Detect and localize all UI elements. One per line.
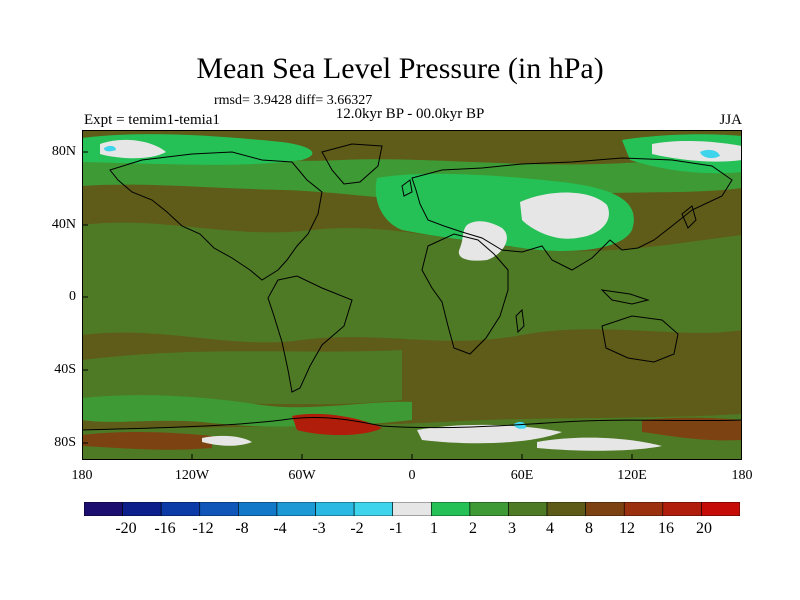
- colorbar-box: [122, 502, 162, 516]
- colorbar-box: [276, 502, 316, 516]
- field-patch-negative-1: [700, 149, 720, 159]
- y-tick-label: 80S: [54, 435, 76, 450]
- field-patch-antarctic-light-3: [202, 435, 252, 446]
- coast-south-america: [267, 275, 353, 393]
- coast-britain: [401, 179, 413, 197]
- colorbar-box: [546, 502, 586, 516]
- coast-europe-asia: [411, 157, 733, 271]
- colorbar-box: [508, 502, 548, 516]
- map-title: Mean Sea Level Pressure (in hPa): [196, 52, 604, 85]
- pressure-map: [82, 130, 742, 460]
- colorbar-box: [315, 502, 355, 516]
- x-tick-label: 120W: [174, 468, 210, 483]
- colorbar-box: [469, 502, 509, 516]
- coast-madagascar: [515, 308, 525, 334]
- colorbar-box: [701, 502, 740, 516]
- axis-ticks: [82, 151, 633, 460]
- coast-north-america: [109, 151, 323, 281]
- field-patch-antarctic-light-2: [537, 437, 662, 451]
- colorbar-box: [199, 502, 239, 516]
- colorbar-box: [430, 502, 471, 516]
- coast-australia: [601, 315, 679, 363]
- colorbar-label: -16: [154, 520, 176, 537]
- field-patch-middle-east: [458, 221, 507, 261]
- field-patch-greenland: [100, 139, 166, 159]
- colorbar-label: 4: [546, 520, 554, 537]
- colorbar-box: [84, 502, 123, 516]
- coastlines: [82, 143, 742, 431]
- field-patch-central-asia: [520, 192, 609, 239]
- colorbar-box: [623, 502, 664, 516]
- field-patch-negative-2: [514, 421, 526, 429]
- colorbar-label: 16: [658, 520, 674, 537]
- x-tick-label: 180: [731, 468, 753, 483]
- x-tick-label: 180: [71, 468, 93, 483]
- colorbar-box: [392, 502, 432, 516]
- y-tick-label: 40N: [51, 217, 76, 232]
- colorbar-label: -12: [192, 520, 214, 537]
- colorbar-label: -8: [235, 520, 249, 537]
- colorbar: [84, 502, 740, 516]
- colorbar-label: 12: [619, 520, 635, 537]
- field-patch-negative-3: [104, 145, 116, 152]
- colorbar-label: 2: [469, 520, 477, 537]
- colorbar-label: 1: [430, 520, 438, 537]
- y-tick-label: 80N: [51, 144, 76, 159]
- colorbar-label: 20: [696, 520, 712, 537]
- x-tick-label: 60W: [288, 468, 316, 483]
- x-tick-label: 60E: [510, 468, 534, 483]
- coast-africa: [421, 233, 509, 355]
- field-patch-tropics: [82, 222, 742, 343]
- colorbar-box: [353, 502, 394, 516]
- colorbar-label: -3: [312, 520, 326, 537]
- colorbar-label: -1: [389, 520, 403, 537]
- colorbar-box: [662, 502, 702, 516]
- y-tick-label: 40S: [54, 362, 76, 377]
- coast-greenland: [321, 143, 383, 185]
- colorbar-box: [160, 502, 201, 516]
- season-label: JJA: [719, 112, 742, 128]
- period-label: 12.0kyr BP - 00.0kyr BP: [335, 106, 485, 122]
- coast-antarctica: [82, 417, 742, 431]
- colorbar-label: 3: [508, 520, 516, 537]
- field-patch-siberia: [652, 140, 742, 162]
- field-patch-antarctic-light: [417, 424, 562, 444]
- experiment-label: Expt = temim1-temia1: [84, 112, 220, 128]
- colorbar-label: -20: [115, 520, 137, 537]
- coast-indonesia: [600, 289, 650, 305]
- field-patch-south-pacific: [82, 350, 402, 405]
- coast-japan: [681, 205, 697, 229]
- colorbar-label: 8: [585, 520, 593, 537]
- rmsd-diff-stats: rmsd= 3.9428 diff= 3.66327: [214, 93, 373, 108]
- colorbar-label: -2: [350, 520, 364, 537]
- field-patch-antarctic-high-west: [82, 432, 212, 450]
- x-tick-label: 0: [408, 468, 416, 483]
- field-patch-antarctic-high-east: [642, 417, 742, 441]
- colorbar-label: -4: [273, 520, 287, 537]
- colorbar-box: [585, 502, 625, 516]
- colorbar-box: [238, 502, 278, 516]
- field-patch-antarctic-high-central: [292, 413, 382, 436]
- y-tick-label: 0: [69, 289, 76, 304]
- x-tick-label: 120E: [617, 468, 647, 483]
